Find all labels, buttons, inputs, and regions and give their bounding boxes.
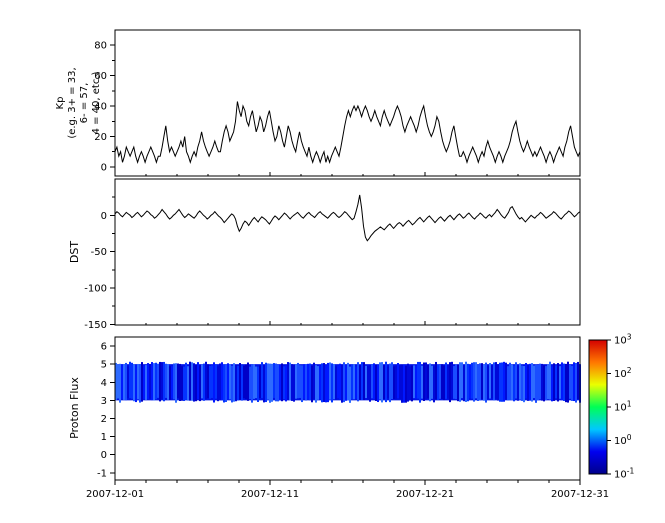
kp-panel: 0 20 40 60 80	[94, 29, 581, 177]
proton_flux-ytick-label: 6	[101, 342, 107, 353]
colorbar-gradient	[589, 340, 607, 474]
kp-axis-label-line: 4 = 40, etc.)	[91, 71, 102, 135]
proton_flux-ytick-label: -1	[97, 468, 107, 479]
kp-ytick-label: 0	[101, 162, 107, 173]
x-tick-label: 2007-12-01	[86, 489, 144, 500]
dst-axis-label: DST	[68, 240, 81, 264]
kp-ytick-label: 20	[94, 132, 107, 143]
x-tick-label: 2007-12-31	[551, 489, 609, 500]
colorbar-tick-label: 103	[614, 333, 632, 347]
dst-ytick-label: -50	[91, 247, 107, 258]
x-tick-label: 2007-12-11	[241, 489, 299, 500]
colorbar-tick-label: 100	[614, 433, 632, 447]
dst-ytick-label: 0	[101, 211, 107, 222]
colorbar-tick-label: 10-1	[614, 467, 634, 481]
dst-ytick-label: -150	[84, 320, 107, 331]
kp-axis-label-line: Kp	[55, 96, 66, 110]
dst-panel: 0 -50 -100 -150	[84, 178, 581, 331]
colorbar: 103 102 101 100 10-1	[588, 333, 634, 481]
proton_flux-ytick-label: 3	[101, 396, 107, 407]
colorbar-tick-label: 102	[614, 366, 632, 380]
kp-trace	[114, 101, 581, 165]
kp-ytick-label: 60	[94, 71, 107, 82]
dst-ytick-label: -100	[84, 283, 107, 294]
kp-ytick-label: 40	[94, 102, 107, 113]
proton_flux-ytick-label: 2	[101, 414, 107, 425]
kp-axis-label-line: 6- = 57,	[79, 82, 90, 124]
kp-ytick-label: 80	[94, 41, 107, 52]
colorbar-tick-label: 101	[614, 400, 632, 414]
proton_flux-ytick-label: 1	[101, 432, 107, 443]
proton_flux-ytick-label: 0	[101, 450, 107, 461]
proton-band	[115, 361, 581, 403]
proton-flux-axis-label: Proton Flux	[68, 377, 81, 439]
kp-axis-label: Kp (e.g. 3+ = 33, 6- = 57, 4 = 40, etc.)	[55, 28, 103, 178]
proton_flux-ytick-label: 4	[101, 378, 107, 389]
proton-flux-panel: -1 0 1 2 3 4 5 6 2007-12-01 2007-12-11 2007-12-21 2…	[86, 336, 609, 500]
x-tick-label: 2007-12-21	[396, 489, 454, 500]
proton_flux-ytick-label: 5	[101, 360, 107, 371]
dst-trace	[114, 194, 581, 242]
kp-axis-label-line: (e.g. 3+ = 33,	[67, 67, 78, 139]
